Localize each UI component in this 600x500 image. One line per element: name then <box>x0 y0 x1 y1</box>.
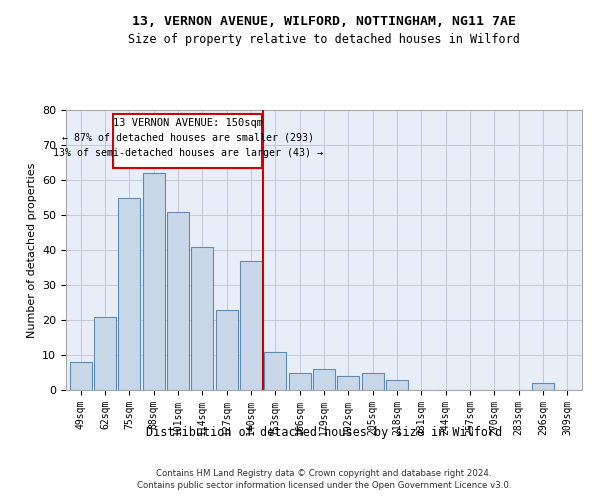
Text: 13 VERNON AVENUE: 150sqm: 13 VERNON AVENUE: 150sqm <box>113 118 263 128</box>
Bar <box>143 173 164 390</box>
Bar <box>215 310 238 390</box>
Y-axis label: Number of detached properties: Number of detached properties <box>26 162 37 338</box>
Bar <box>265 352 286 390</box>
Bar <box>240 260 262 390</box>
Bar <box>167 212 189 390</box>
Bar <box>191 246 213 390</box>
Text: 13, VERNON AVENUE, WILFORD, NOTTINGHAM, NG11 7AE: 13, VERNON AVENUE, WILFORD, NOTTINGHAM, … <box>132 15 516 28</box>
Text: Distribution of detached houses by size in Wilford: Distribution of detached houses by size … <box>146 426 502 439</box>
Text: 13% of semi-detached houses are larger (43) →: 13% of semi-detached houses are larger (… <box>53 148 323 158</box>
Bar <box>337 376 359 390</box>
Text: Contains HM Land Registry data © Crown copyright and database right 2024.: Contains HM Land Registry data © Crown c… <box>156 470 492 478</box>
Bar <box>94 316 116 390</box>
Bar <box>70 362 92 390</box>
Bar <box>118 198 140 390</box>
Bar <box>532 383 554 390</box>
Bar <box>386 380 408 390</box>
FancyBboxPatch shape <box>113 114 262 168</box>
Text: ← 87% of detached houses are smaller (293): ← 87% of detached houses are smaller (29… <box>62 132 314 143</box>
Text: Size of property relative to detached houses in Wilford: Size of property relative to detached ho… <box>128 32 520 46</box>
Bar <box>313 369 335 390</box>
Text: Contains public sector information licensed under the Open Government Licence v3: Contains public sector information licen… <box>137 480 511 490</box>
Bar <box>289 372 311 390</box>
Bar <box>362 372 383 390</box>
